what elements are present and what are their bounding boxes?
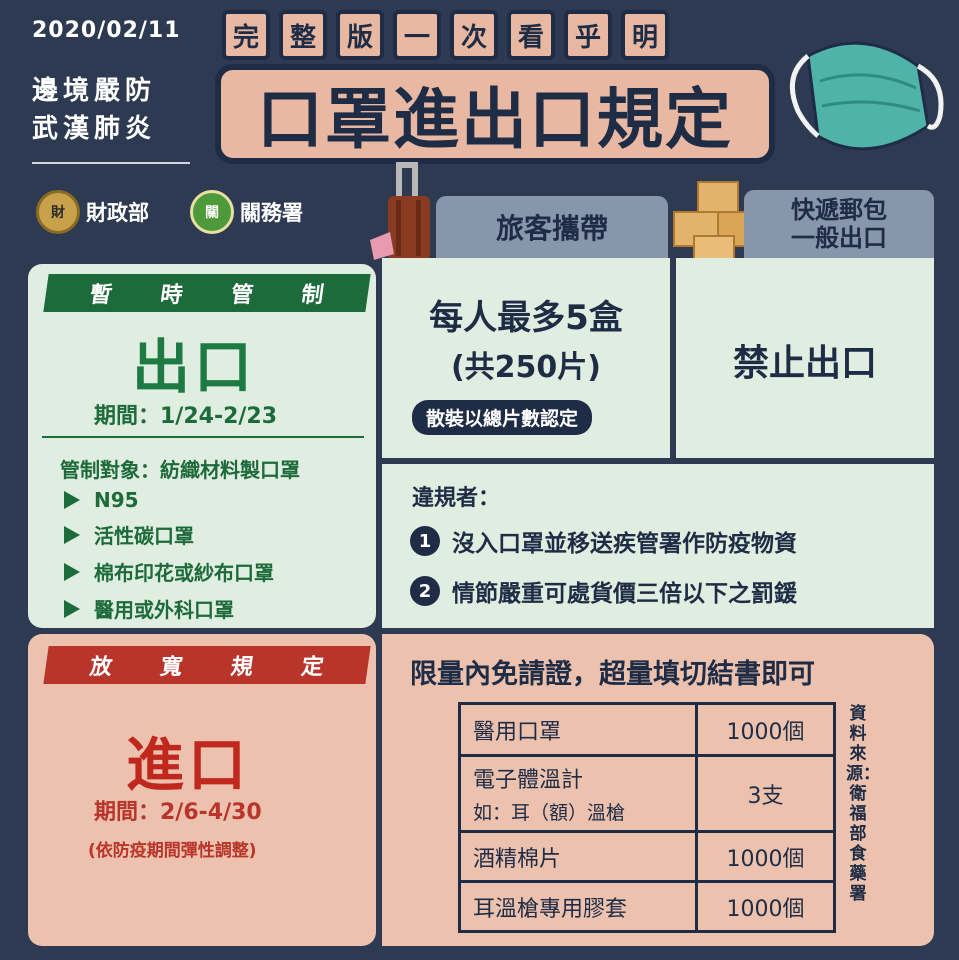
table-row: 耳溫槍專用膠套 1000個 [458,880,836,933]
main-title: 口罩進出口規定 [215,64,775,164]
face-mask-icon [789,41,944,151]
item-example: 如：耳（額）溫槍 [473,802,626,824]
date-label: 2020/02/11 [32,18,181,43]
item-cell: 醫用口罩 [458,702,698,757]
export-period: 期間：1/24-2/23 [94,404,278,429]
qty-cell: 3支 [695,754,836,833]
violator-item: 2 情節嚴重可處貨價三倍以下之罰鍰 [410,574,797,608]
import-limits-title: 限量內免請證，超量填切結書即可 [410,659,815,690]
traveler-rule-cell: 每人最多5盒 (共250片) 散裝以總片數認定 [382,258,670,458]
export-target-list: N95 活性碳口罩 棉布印花或紗布口罩 醫用或外科口罩 [64,488,274,623]
import-relax-panel: 放 寬 規 定 進口 期間：2/6-4/30 (依防疫期間彈性調整) [28,634,376,946]
export-prohibited: 禁止出口 [732,343,877,384]
violator-item-text: 情節嚴重可處貨價三倍以下之罰鍰 [452,581,797,607]
export-ribbon: 暫 時 管 制 [43,274,371,312]
import-ribbon: 放 寬 規 定 [43,646,371,684]
org-ministry-of-finance: 財 財政部 [36,190,149,234]
triangle-bullet-icon [64,562,80,581]
export-target-title: 管制對象：紡織材料製口罩 [60,458,300,482]
bulk-count-note: 散裝以總片數認定 [412,400,593,435]
org-label: 財政部 [86,201,149,225]
org-customs: 關 關務署 [190,190,303,234]
number-badge-icon: 1 [410,526,440,556]
violators-panel: 違規者： 1 沒入口罩並移送疾管署作防疫物資 2 情節嚴重可處貨價三倍以下之罰鍰 [382,464,934,628]
list-item: 棉布印花或紗布口罩 [64,557,274,586]
import-period: 期間：2/6-4/30 [94,800,262,825]
item-cell: 酒精棉片 [458,830,698,883]
org-label: 關務署 [240,201,303,225]
ribbon-char: 暫 [88,283,114,308]
table-row: 醫用口罩 1000個 [458,702,836,757]
subtitle-char: 版 [336,10,384,60]
triangle-bullet-icon [64,525,80,544]
ribbon-char: 寬 [158,655,185,680]
list-item-label: 棉布印花或紗布口罩 [94,561,274,585]
tab-traveler: 旅客攜帶 [436,196,668,258]
ribbon-char: 時 [158,283,185,308]
import-limits-table: 醫用口罩 1000個 電子體溫計 如：耳（額）溫槍 3支 酒精棉片 1000個 … [458,702,836,933]
tab-express-mail: 快遞郵包 一般出口 [744,190,934,258]
import-limits-panel: 限量內免請證，超量填切結書即可 醫用口罩 1000個 電子體溫計 如：耳（額）溫… [382,634,934,946]
traveler-limit-pieces: (共250片) [450,350,602,385]
item-name: 電子體溫計 [473,768,584,793]
import-heading: 進口 [126,731,251,799]
export-heading: 出口 [132,333,257,401]
list-item-label: N95 [94,488,139,512]
list-item: 活性碳口罩 [64,520,274,549]
triangle-bullet-icon [64,491,80,509]
divider [42,436,364,438]
list-item-label: 活性碳口罩 [94,524,194,548]
luggage-icon [370,162,430,260]
customs-seal-icon: 關 [190,190,234,234]
ministry-seal-icon: 財 [36,190,80,234]
violator-item-text: 沒入口罩並移送疾管署作防疫物資 [452,531,797,557]
table-row: 酒精棉片 1000個 [458,830,836,883]
divider [32,162,190,164]
qty-cell: 1000個 [695,702,836,757]
tab-express-line2: 一般出口 [791,224,887,252]
violator-item: 1 沒入口罩並移送疾管署作防疫物資 [410,524,797,558]
qty-cell: 1000個 [695,830,836,883]
table-row: 電子體溫計 如：耳（額）溫槍 3支 [458,754,836,833]
subtitle-char: 次 [450,10,498,60]
traveler-limit: 每人最多5盒 [429,298,623,338]
side-title-line1: 邊境嚴防 [32,76,157,106]
ribbon-char: 放 [88,655,114,680]
subtitle-char: 完 [222,10,270,60]
subtitle-char: 看 [507,10,555,60]
ribbon-char: 管 [229,283,255,308]
item-cell: 耳溫槍專用膠套 [458,880,698,933]
subtitle-char: 乎 [564,10,612,60]
list-item: N95 [64,488,274,512]
side-title-line2: 武漢肺炎 [32,114,157,144]
subtitle-char: 明 [621,10,669,60]
side-title: 邊境嚴防 武漢肺炎 [32,72,156,148]
tab-express-line1: 快遞郵包 [791,196,887,224]
list-item: 醫用或外科口罩 [64,594,274,623]
violators-title: 違規者： [412,486,501,511]
ribbon-char: 規 [229,655,255,680]
import-adjust-note: (依防疫期間彈性調整) [88,841,257,861]
export-control-panel: 暫 時 管 制 出口 期間：1/24-2/23 管制對象：紡織材料製口罩 N95… [28,264,376,628]
list-item-label: 醫用或外科口罩 [94,598,234,622]
qty-cell: 1000個 [695,880,836,933]
triangle-bullet-icon [64,599,80,618]
subtitle-char: 一 [393,10,441,60]
subtitle: 完 整 版 一 次 看 乎 明 [222,10,669,60]
subtitle-char: 整 [279,10,327,60]
source-note: 資料來源：衛福部食藥署 [846,704,880,904]
number-badge-icon: 2 [410,576,440,606]
ribbon-char: 定 [299,655,326,680]
ribbon-char: 制 [299,283,326,308]
express-rule-cell: 禁止出口 [676,258,934,458]
item-cell: 電子體溫計 如：耳（額）溫槍 [458,754,698,833]
